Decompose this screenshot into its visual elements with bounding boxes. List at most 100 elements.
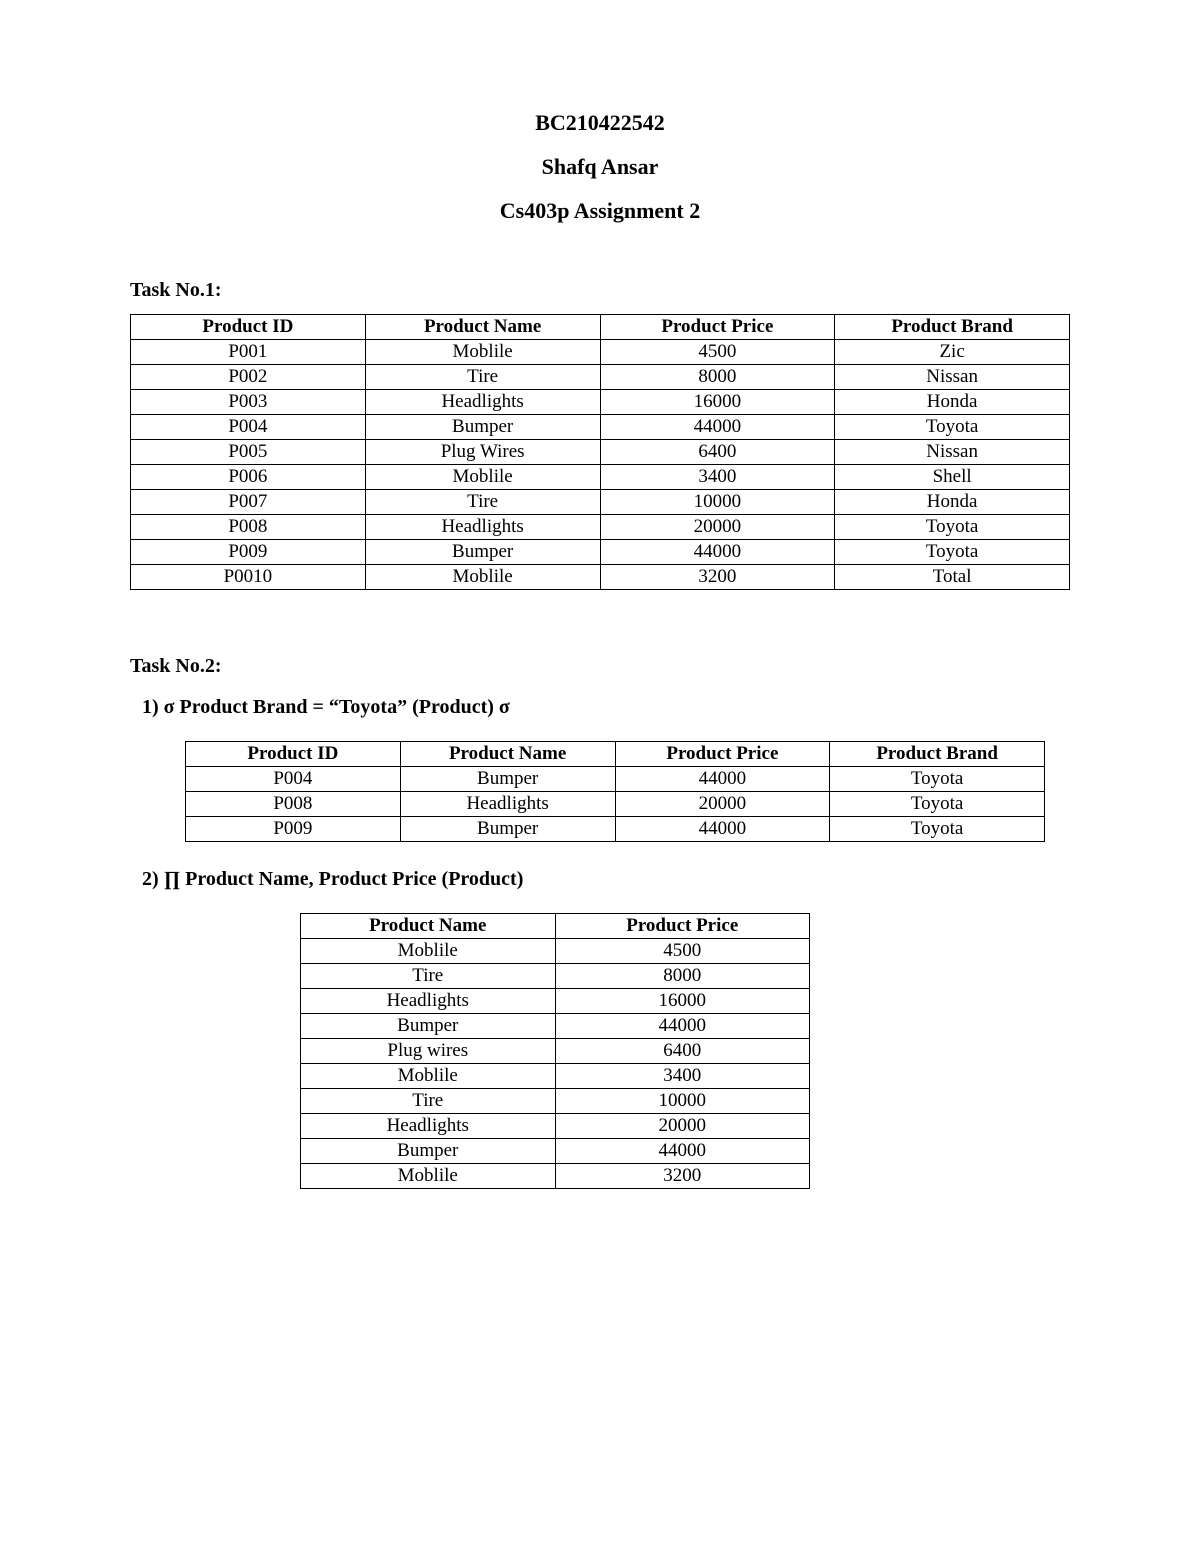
- table-cell: P0010: [131, 565, 366, 590]
- table-cell: Toyota: [835, 540, 1070, 565]
- table-cell: Toyota: [835, 515, 1070, 540]
- col-product-price: Product Price: [615, 742, 830, 767]
- col-product-price: Product Price: [600, 315, 835, 340]
- student-name: Shafq Ansar: [130, 154, 1070, 180]
- table-cell: Nissan: [835, 365, 1070, 390]
- table-row: Tire10000: [301, 1089, 810, 1114]
- query1-expression: 1) σ Product Brand = “Toyota” (Product) …: [142, 696, 1070, 719]
- col-product-price: Product Price: [555, 914, 810, 939]
- table-header-row: Product ID Product Name Product Price Pr…: [186, 742, 1045, 767]
- table-cell: 6400: [555, 1039, 810, 1064]
- table-cell: Honda: [835, 390, 1070, 415]
- table-row: P0010Moblile3200Total: [131, 565, 1070, 590]
- table-row: P008Headlights20000Toyota: [186, 792, 1045, 817]
- table-cell: 44000: [615, 767, 830, 792]
- query1-table: Product ID Product Name Product Price Pr…: [185, 741, 1045, 842]
- document-header: BC210422542 Shafq Ansar Cs403p Assignmen…: [130, 110, 1070, 224]
- table-row: P006Moblile3400Shell: [131, 465, 1070, 490]
- col-product-brand: Product Brand: [835, 315, 1070, 340]
- table-cell: P004: [131, 415, 366, 440]
- table-cell: 3400: [555, 1064, 810, 1089]
- table-row: Bumper44000: [301, 1139, 810, 1164]
- table-row: P004Bumper44000Toyota: [131, 415, 1070, 440]
- col-product-name: Product Name: [365, 315, 600, 340]
- table-cell: P005: [131, 440, 366, 465]
- table-row: P003Headlights16000Honda: [131, 390, 1070, 415]
- table-row: Headlights20000: [301, 1114, 810, 1139]
- table-cell: Moblile: [301, 1164, 556, 1189]
- table-cell: P008: [186, 792, 401, 817]
- table-cell: Bumper: [301, 1014, 556, 1039]
- table-cell: Plug wires: [301, 1039, 556, 1064]
- table-cell: Bumper: [400, 817, 615, 842]
- table-header-row: Product ID Product Name Product Price Pr…: [131, 315, 1070, 340]
- table-cell: P006: [131, 465, 366, 490]
- table-cell: 10000: [555, 1089, 810, 1114]
- table-cell: Tire: [365, 365, 600, 390]
- table-cell: 16000: [555, 989, 810, 1014]
- table-cell: 3400: [600, 465, 835, 490]
- table-row: P001Moblile4500Zic: [131, 340, 1070, 365]
- table-cell: Headlights: [400, 792, 615, 817]
- table-cell: Moblile: [365, 340, 600, 365]
- table-cell: Plug Wires: [365, 440, 600, 465]
- task2-heading: Task No.2:: [130, 655, 1070, 678]
- table-cell: 16000: [600, 390, 835, 415]
- col-product-brand: Product Brand: [830, 742, 1045, 767]
- table-cell: 20000: [600, 515, 835, 540]
- table-cell: 4500: [600, 340, 835, 365]
- table-row: Moblile3200: [301, 1164, 810, 1189]
- table-cell: 3200: [600, 565, 835, 590]
- col-product-id: Product ID: [186, 742, 401, 767]
- table-cell: 6400: [600, 440, 835, 465]
- table-cell: P002: [131, 365, 366, 390]
- table-row: Plug wires6400: [301, 1039, 810, 1064]
- table-cell: Bumper: [365, 415, 600, 440]
- table-row: P002Tire8000Nissan: [131, 365, 1070, 390]
- table-row: P004Bumper44000Toyota: [186, 767, 1045, 792]
- table-cell: P009: [131, 540, 366, 565]
- table-cell: Shell: [835, 465, 1070, 490]
- table-cell: P001: [131, 340, 366, 365]
- table-row: Moblile4500: [301, 939, 810, 964]
- table-row: Moblile3400: [301, 1064, 810, 1089]
- table-cell: Headlights: [301, 989, 556, 1014]
- table-cell: 20000: [615, 792, 830, 817]
- query1-tbody: P004Bumper44000ToyotaP008Headlights20000…: [186, 767, 1045, 842]
- query2-table: Product Name Product Price Moblile4500Ti…: [300, 913, 810, 1189]
- col-product-name: Product Name: [400, 742, 615, 767]
- query2-expression: 2) ∏ Product Name, Product Price (Produc…: [142, 868, 1070, 891]
- table-row: Tire8000: [301, 964, 810, 989]
- table-row: Bumper44000: [301, 1014, 810, 1039]
- table-cell: 44000: [555, 1014, 810, 1039]
- table-header-row: Product Name Product Price: [301, 914, 810, 939]
- table-cell: Bumper: [400, 767, 615, 792]
- table-cell: 8000: [600, 365, 835, 390]
- query2-tbody: Moblile4500Tire8000Headlights16000Bumper…: [301, 939, 810, 1189]
- assignment-title: Cs403p Assignment 2: [130, 198, 1070, 224]
- table-cell: 4500: [555, 939, 810, 964]
- table-cell: 3200: [555, 1164, 810, 1189]
- table-cell: Toyota: [830, 792, 1045, 817]
- task1-table: Product ID Product Name Product Price Pr…: [130, 314, 1070, 590]
- col-product-id: Product ID: [131, 315, 366, 340]
- table-cell: P009: [186, 817, 401, 842]
- table-cell: Total: [835, 565, 1070, 590]
- table-cell: P008: [131, 515, 366, 540]
- table-cell: 44000: [555, 1139, 810, 1164]
- table-cell: Moblile: [365, 465, 600, 490]
- table-row: P005Plug Wires6400Nissan: [131, 440, 1070, 465]
- table-row: Headlights16000: [301, 989, 810, 1014]
- table-row: P008Headlights20000Toyota: [131, 515, 1070, 540]
- col-product-name: Product Name: [301, 914, 556, 939]
- task1-heading: Task No.1:: [130, 279, 1070, 302]
- table-cell: 44000: [600, 540, 835, 565]
- table-cell: P003: [131, 390, 366, 415]
- table-cell: Tire: [301, 1089, 556, 1114]
- table-cell: Toyota: [830, 817, 1045, 842]
- table-row: P009Bumper44000Toyota: [131, 540, 1070, 565]
- table-cell: 8000: [555, 964, 810, 989]
- table-cell: 44000: [615, 817, 830, 842]
- table-cell: Tire: [301, 964, 556, 989]
- table-cell: Moblile: [301, 939, 556, 964]
